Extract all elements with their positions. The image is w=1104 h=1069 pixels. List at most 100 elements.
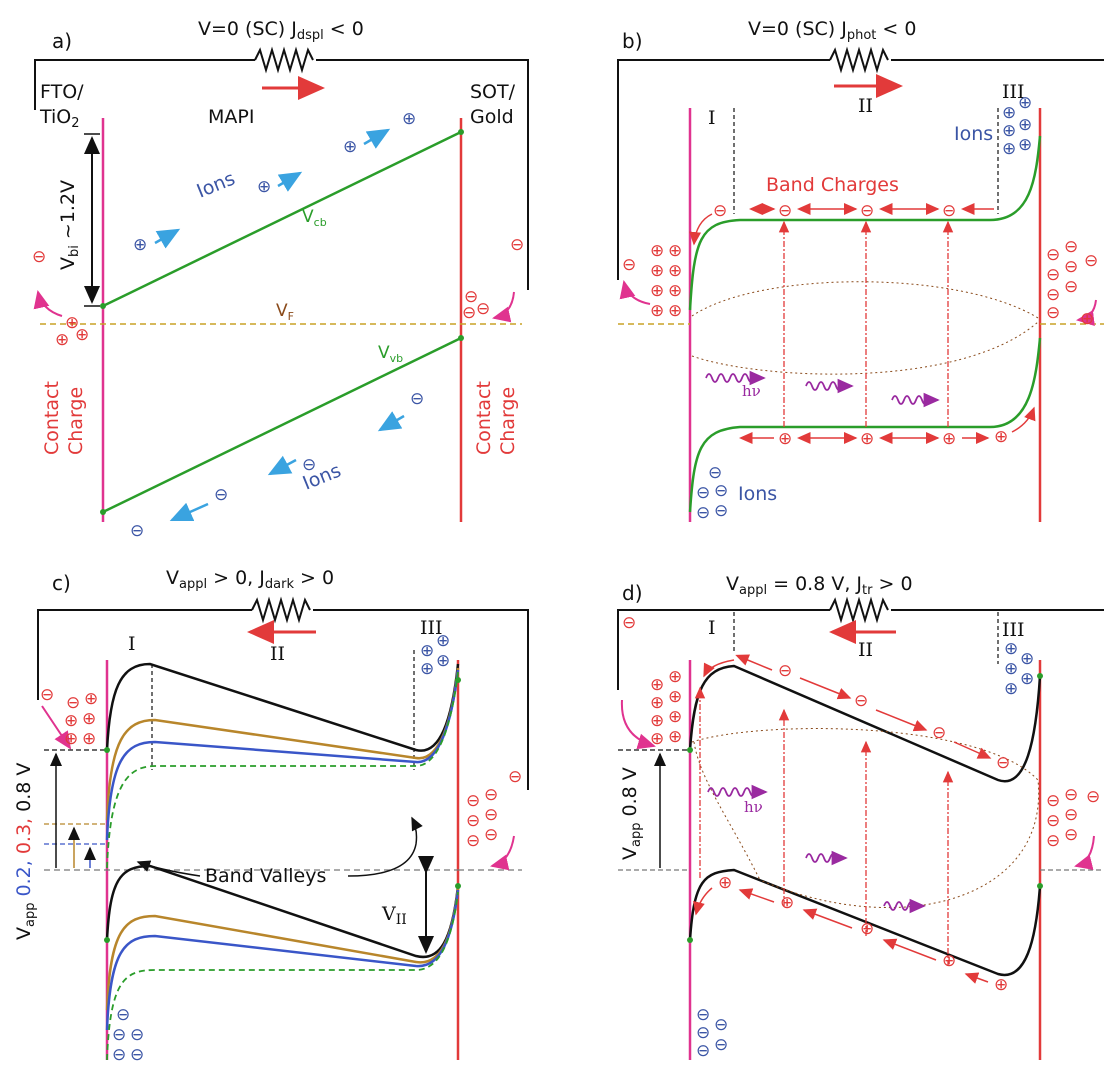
- panel-d: d) Vappl = 0.8 V, Jtr > 0 II I III Vapp …: [617, 573, 1104, 1061]
- panel-c-charge-arrow: [41, 705, 72, 750]
- panel-d-anion: ⊖: [696, 1023, 710, 1043]
- panel-d-charge-arrow: [620, 699, 656, 750]
- panel-b-contact-minus: ⊖: [1046, 285, 1060, 305]
- panel-b-band-charges: Band Charges: [766, 174, 899, 196]
- panel-d-anion: ⊖: [696, 1041, 710, 1061]
- panel-c-dot: [455, 883, 461, 889]
- panel-b-contact-minus: ⊖: [1046, 265, 1060, 285]
- panel-b-electron-extract: [689, 213, 713, 246]
- panel-d-contact-minus: ⊖: [1064, 785, 1078, 805]
- panel-b-anion: ⊖: [696, 503, 710, 523]
- panel-d-drift-arrow: [738, 888, 775, 903]
- panel-a-cation: ⊕: [343, 137, 357, 157]
- panel-d-electron: ⊖: [622, 613, 636, 633]
- panel-b-region-III: III: [1002, 81, 1025, 103]
- panel-b-hole: ⊕: [860, 429, 874, 449]
- panel-d-hv: hν: [744, 798, 763, 816]
- panel-a-charge-arrow: [492, 291, 515, 323]
- panel-d-contact-plus: ⊕: [650, 675, 664, 695]
- panel-b-contact-plus: ⊕: [668, 301, 682, 321]
- panel-b-ions-left: Ions: [738, 483, 777, 505]
- panel-a-label: a): [52, 29, 72, 53]
- panel-a-left-electrode-2: TiO2: [39, 106, 80, 131]
- panel-a-vbi-label: Vbi ~1.2V: [57, 180, 82, 270]
- panel-b-cation: ⊕: [1002, 121, 1016, 141]
- panel-a-contact-plus: ⊕: [75, 325, 89, 345]
- panel-d-drift-arrow: [802, 908, 853, 929]
- panel-d-photon: [883, 898, 926, 914]
- panel-d-vapp-label: Vapp 0.8 V: [619, 767, 644, 860]
- panel-b-cation: ⊕: [1018, 135, 1032, 155]
- panel-b-ions-right: Ions: [954, 123, 993, 145]
- panel-b-contact-minus: ⊖: [1046, 245, 1060, 265]
- panel-a-contact-left-1: Contact: [41, 381, 63, 455]
- panel-c-circuit-title: Vappl > 0, Jdark > 0: [166, 567, 334, 592]
- panel-d-electron-extract: [703, 659, 735, 678]
- panel-c-anion: ⊖: [130, 1045, 144, 1065]
- panel-d-contact-plus: ⊕: [650, 729, 664, 749]
- panel-c-contact-plus: ⊕: [64, 729, 78, 749]
- panel-c-charge-arrow: [490, 835, 515, 871]
- panel-d-contact-minus: ⊖: [1064, 825, 1078, 845]
- panel-a-contact-plus: ⊕: [65, 313, 79, 333]
- panel-d-cation: ⊕: [1004, 679, 1018, 699]
- panel-a-dot: [458, 335, 464, 341]
- panel-b-photon: [805, 378, 854, 394]
- panel-b-resistor: [829, 46, 889, 74]
- panel-a-dot: [100, 509, 106, 515]
- panel-a: a) V=0 (SC) Jdspl < 0 FTO/ TiO2 SOT/ Gol…: [32, 18, 529, 541]
- panel-d-drift-arrow: [882, 938, 937, 961]
- panel-d-conduction-band: [688, 664, 1042, 783]
- panel-a-electron: ⊖: [510, 235, 524, 255]
- panel-c-contact-minus: ⊖: [484, 805, 498, 825]
- panel-a-wire-right: [316, 59, 529, 290]
- panel-c-anion: ⊖: [112, 1025, 126, 1045]
- panel-c-band-0-vb: [106, 891, 459, 1061]
- panel-d-photon: [707, 784, 768, 800]
- panel-d-valence-band: [688, 868, 1042, 977]
- panel-d-contact-plus: ⊕: [668, 687, 682, 707]
- panel-b-contact-minus: ⊖: [1064, 257, 1078, 277]
- panel-d-region-I: I: [708, 617, 716, 639]
- panel-b-charge-arrow: [619, 280, 651, 305]
- panel-d-contact-minus: ⊖: [1064, 805, 1078, 825]
- panel-d-dot: [1037, 673, 1043, 679]
- panel-d-electron: ⊖: [778, 661, 792, 681]
- panel-a-contact-right-2: Charge: [497, 387, 519, 455]
- panel-c-anion: ⊖: [130, 1025, 144, 1045]
- panel-c-valley-arrow: [136, 860, 201, 877]
- panel-d-contact-plus: ⊕: [650, 693, 664, 713]
- panel-b-electron: ⊖: [713, 201, 727, 221]
- panel-c-electron: ⊖: [508, 767, 522, 787]
- panel-c-contact-plus: ⊕: [82, 709, 96, 729]
- panel-a-right-electrode-1: SOT/: [470, 81, 516, 103]
- panel-a-ion-arrow: [169, 502, 209, 522]
- panel-d-label: d): [622, 581, 643, 605]
- panel-b-label: b): [622, 29, 643, 53]
- panel-c-valley-arrow: [347, 816, 423, 877]
- panel-a-circuit-title: V=0 (SC) Jdspl < 0: [198, 18, 364, 43]
- panel-b-electron: ⊖: [942, 201, 956, 221]
- panel-a-left-electrode-1: FTO/: [40, 81, 84, 103]
- panel-b-contact-plus: ⊕: [1080, 309, 1094, 329]
- panel-c-resistor: [251, 596, 311, 624]
- panel-d-hole: ⊕: [942, 951, 956, 971]
- panel-c-label: c): [52, 571, 71, 595]
- panel-c-anion: ⊖: [112, 1045, 126, 1065]
- panel-c-contact-minus: ⊖: [66, 693, 80, 713]
- panel-a-vvb: Vvb: [378, 343, 403, 365]
- panel-a-dot: [100, 303, 106, 309]
- panel-a-contact-left-2: Charge: [65, 387, 87, 455]
- panel-a-anion: ⊖: [214, 485, 228, 505]
- panel-a-wire-left: [34, 59, 255, 110]
- panel-b-quasi-fermi: [691, 321, 1039, 375]
- panel-d-hole: ⊕: [718, 873, 732, 893]
- panel-b-hole: ⊕: [994, 427, 1008, 447]
- panel-a-anion: ⊖: [302, 455, 316, 475]
- panel-a-contact-minus: ⊖: [462, 303, 476, 323]
- panel-d-resistor: [829, 596, 889, 624]
- panel-d-contact-plus: ⊕: [668, 727, 682, 747]
- panel-d-photon: [805, 850, 848, 866]
- panel-d-contact-plus: ⊕: [668, 667, 682, 687]
- panel-d-quasi-fermi: [693, 741, 761, 881]
